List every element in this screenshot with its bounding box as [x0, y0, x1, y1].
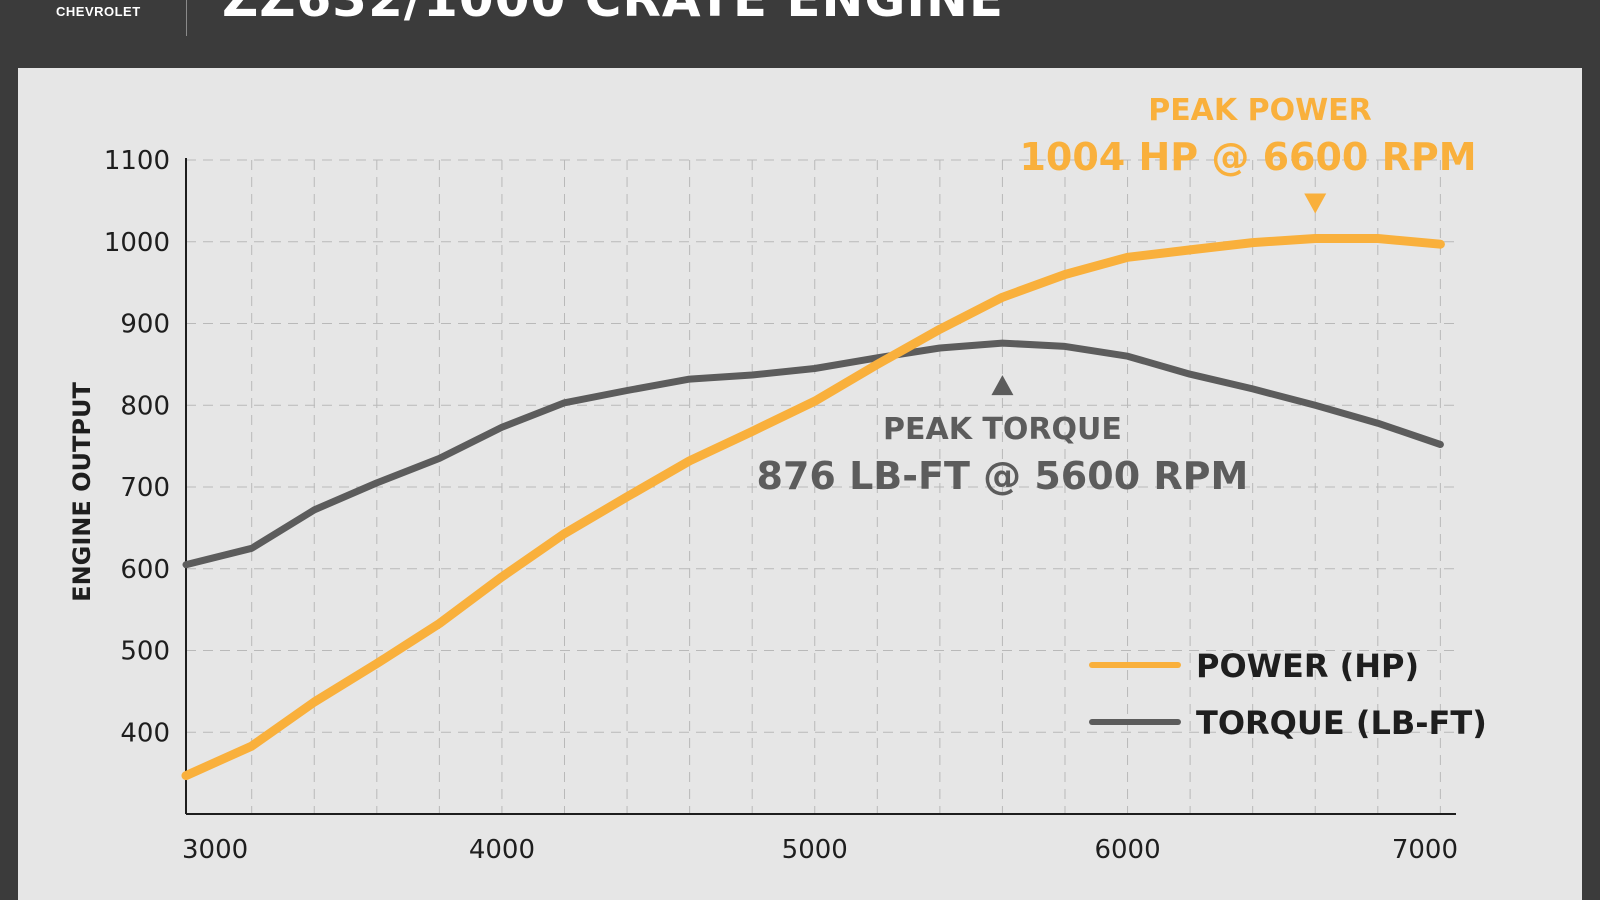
peak-power-value: 1004 HP @ 6600 RPM — [1019, 135, 1476, 179]
y-axis-label: ENGINE OUTPUT — [68, 382, 96, 602]
torque-line — [182, 339, 1444, 569]
x-tick-label: 4000 — [469, 835, 535, 865]
y-tick-label: 800 — [120, 391, 170, 421]
y-tick-label: 400 — [120, 718, 170, 748]
axes: 400 500 600 700 800 900 1000 1100 3000 4000 5000 60… — [68, 146, 1458, 865]
power-line — [181, 234, 1445, 781]
header: CHEVROLET ZZ632/1000 CRATE ENGINE — [0, 0, 1600, 68]
peak-power-arrow — [1304, 193, 1327, 214]
legend-label-power: POWER (HP) — [1196, 647, 1419, 685]
header-divider — [186, 0, 187, 36]
y-tick-label: 600 — [120, 555, 170, 585]
y-tick-label: 1100 — [104, 146, 170, 176]
grid — [186, 159, 1456, 814]
peak-torque-value: 876 LB-FT @ 5600 RPM — [757, 454, 1249, 498]
peak-power-title: PEAK POWER — [1148, 93, 1372, 128]
x-tick-label: 6000 — [1094, 835, 1160, 865]
annotations: PEAK POWER 1004 HP @ 6600 RPM PEAK TORQUE 8… — [757, 93, 1477, 498]
y-tick-label: 900 — [120, 310, 170, 340]
x-tick-label: 7000 — [1392, 835, 1458, 865]
y-tick-label: 700 — [120, 473, 170, 503]
legend: POWER (HP) TORQUE (LB-FT) — [1089, 647, 1487, 742]
chart-panel: 400 500 600 700 800 900 1000 1100 3000 4000 5000 60… — [18, 68, 1582, 900]
legend-label-torque: TORQUE (LB-FT) — [1196, 704, 1487, 742]
x-tick-label: 3000 — [182, 835, 248, 865]
engine-output-chart: 400 500 600 700 800 900 1000 1100 3000 4000 5000 60… — [68, 93, 1487, 865]
peak-torque-title: PEAK TORQUE — [883, 412, 1122, 447]
x-tick-label: 5000 — [782, 835, 848, 865]
y-tick-label: 500 — [120, 637, 170, 667]
brand-logo-text: CHEVROLET — [56, 4, 141, 19]
peak-torque-arrow — [991, 375, 1014, 396]
y-tick-label: 1000 — [104, 228, 170, 258]
series — [181, 234, 1445, 781]
page-title: ZZ632/1000 CRATE ENGINE — [222, 0, 1004, 28]
